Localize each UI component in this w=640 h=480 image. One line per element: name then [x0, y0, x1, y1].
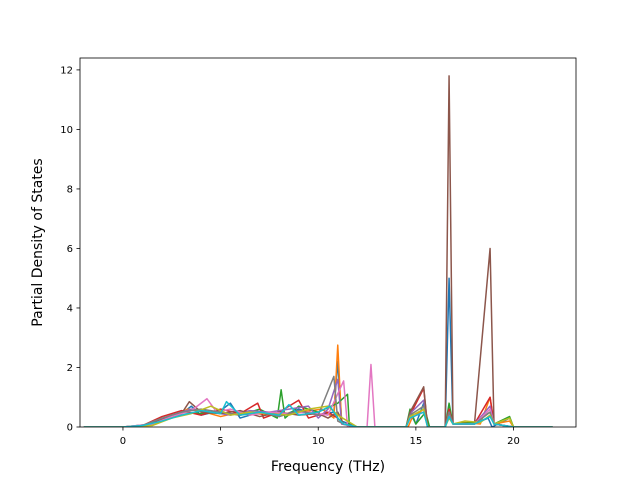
x-tick-label: 10 [312, 436, 325, 447]
y-axis-label: Partial Density of States [30, 158, 46, 326]
y-axis-ticks: 0 2 4 6 8 10 12 [60, 65, 80, 434]
y-tick-label: 0 [67, 423, 73, 434]
y-tick-label: 8 [67, 184, 73, 195]
y-tick-label: 12 [60, 65, 73, 76]
x-tick-label: 0 [120, 436, 126, 447]
x-tick-label: 15 [410, 436, 423, 447]
x-tick-label: 5 [217, 436, 223, 447]
x-tick-label: 20 [507, 436, 520, 447]
y-tick-label: 2 [67, 363, 73, 374]
y-tick-label: 6 [67, 244, 73, 255]
plot-frame [79, 57, 577, 428]
y-tick-label: 10 [60, 125, 73, 136]
series-line-10 [83, 400, 553, 427]
series-layer [83, 75, 553, 427]
x-axis-ticks: 0 5 10 15 20 [120, 427, 520, 447]
x-axis-label: Frequency (THz) [271, 459, 385, 475]
y-tick-label: 4 [67, 303, 73, 314]
